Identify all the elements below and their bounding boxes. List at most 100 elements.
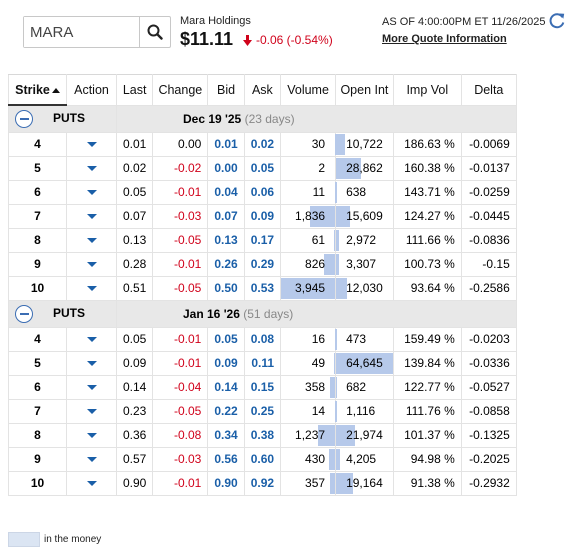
action-cell[interactable] [66, 203, 117, 229]
action-cell[interactable] [66, 179, 117, 205]
action-cell[interactable] [66, 374, 117, 400]
option-row[interactable]: 6 0.14 -0.04 0.14 0.15 358 682 122.77 % -0.0527 [8, 374, 517, 400]
column-header-change[interactable]: Change [152, 74, 209, 106]
change-cell: -0.01 [152, 326, 209, 352]
volume-cell: 30 [280, 131, 337, 157]
action-cell[interactable] [66, 470, 117, 496]
delta-cell: -0.0836 [460, 227, 517, 253]
open-int-value: 4,205 [346, 452, 377, 466]
action-dropdown-icon[interactable] [86, 286, 97, 292]
strike-cell: 8 [8, 227, 67, 253]
column-label: Strike [15, 82, 50, 97]
action-dropdown-icon[interactable] [86, 238, 97, 244]
column-header-ask[interactable]: Ask [243, 74, 282, 106]
action-dropdown-icon[interactable] [86, 457, 97, 463]
option-row[interactable]: 5 0.02 -0.02 0.00 0.05 2 28,862 160.38 % -0.0137 [8, 155, 517, 181]
volume-cell: 14 [280, 398, 337, 424]
action-dropdown-icon[interactable] [86, 214, 97, 220]
change-cell: -0.04 [152, 374, 209, 400]
action-cell[interactable] [66, 350, 117, 376]
open-int-cell: 473 [335, 326, 394, 352]
collapse-icon[interactable] [15, 109, 33, 128]
option-row[interactable]: 10 0.90 -0.01 0.90 0.92 357 19,164 91.38 % -0.29… [8, 470, 517, 496]
option-row[interactable]: 8 0.13 -0.05 0.13 0.17 61 2,972 111.66 % -0.0836 [8, 227, 517, 253]
action-cell[interactable] [66, 131, 117, 157]
last-cell: 0.36 [115, 422, 154, 448]
open-int-value: 3,307 [346, 257, 377, 271]
action-cell[interactable] [66, 251, 117, 277]
action-dropdown-icon[interactable] [86, 142, 97, 148]
action-dropdown-icon[interactable] [86, 409, 97, 415]
column-header-last[interactable]: Last [115, 74, 154, 106]
ask-cell: 0.17 [243, 227, 282, 253]
imp-vol-cell: 101.37 % [392, 422, 462, 448]
volume-value: 1,836 [295, 209, 326, 223]
option-row[interactable]: 6 0.05 -0.01 0.04 0.06 11 638 143.71 % -0.0259 [8, 179, 517, 205]
option-row[interactable]: 8 0.36 -0.08 0.34 0.38 1,237 21,974 101.37 % -0.… [8, 422, 517, 448]
action-dropdown-icon[interactable] [86, 262, 97, 268]
option-row[interactable]: 4 0.01 0.00 0.01 0.02 30 10,722 186.63 % -0.0069 [8, 131, 517, 157]
option-row[interactable]: 4 0.05 -0.01 0.05 0.08 16 473 159.49 % -0.0203 [8, 326, 517, 352]
column-header-open-int[interactable]: Open Int [335, 74, 394, 106]
open-int-value: 10,722 [346, 137, 383, 151]
delta-cell: -0.15 [460, 251, 517, 277]
delta-cell: -0.2932 [460, 470, 517, 496]
search-button[interactable] [140, 17, 170, 47]
action-dropdown-icon[interactable] [86, 190, 97, 196]
column-header-action[interactable]: Action [66, 74, 117, 106]
action-cell[interactable] [66, 275, 117, 301]
open-int-value: 28,862 [346, 161, 383, 175]
option-row[interactable]: 7 0.23 -0.05 0.22 0.25 14 1,116 111.76 % -0.0858 [8, 398, 517, 424]
action-cell[interactable] [66, 446, 117, 472]
action-dropdown-icon[interactable] [86, 166, 97, 172]
action-cell[interactable] [66, 326, 117, 352]
action-dropdown-icon[interactable] [86, 481, 97, 487]
column-header-imp-vol[interactable]: Imp Vol [392, 74, 462, 106]
collapse-icon[interactable] [15, 304, 33, 323]
volume-cell: 1,237 [280, 422, 337, 448]
strike-cell: 10 [8, 275, 67, 301]
option-row[interactable]: 5 0.09 -0.01 0.09 0.11 49 64,645 139.84 % -0.033… [8, 350, 517, 376]
option-row[interactable]: 9 0.28 -0.01 0.26 0.29 826 3,307 100.73 % -0.15 [8, 251, 517, 277]
bid-cell: 0.01 [207, 131, 245, 157]
last-price: $11.11 [180, 29, 234, 49]
option-row[interactable]: 10 0.51 -0.05 0.50 0.53 3,945 12,030 93.64 % -0.… [8, 275, 517, 301]
volume-bar [329, 448, 336, 470]
last-cell: 0.23 [115, 398, 154, 424]
column-header-delta[interactable]: Delta [460, 74, 517, 106]
action-cell[interactable] [66, 398, 117, 424]
action-cell[interactable] [66, 422, 117, 448]
action-dropdown-icon[interactable] [86, 385, 97, 391]
open-int-cell: 4,205 [335, 446, 394, 472]
volume-cell: 430 [280, 446, 337, 472]
last-cell: 0.28 [115, 251, 154, 277]
action-dropdown-icon[interactable] [86, 337, 97, 343]
refresh-icon[interactable] [548, 12, 566, 30]
option-type-label: PUTS [53, 305, 86, 320]
column-header-volume[interactable]: Volume [280, 74, 337, 106]
days-to-expiry: (51 days) [243, 306, 294, 321]
more-quote-link[interactable]: More Quote Information [382, 33, 507, 45]
action-dropdown-icon[interactable] [86, 361, 97, 367]
price-change: -0.06 (-0.54%) [243, 33, 333, 47]
option-row[interactable]: 9 0.57 -0.03 0.56 0.60 430 4,205 94.98 % -0.2025 [8, 446, 517, 472]
change-cell: 0.00 [152, 131, 209, 157]
symbol-input[interactable] [24, 17, 140, 47]
ask-cell: 0.60 [243, 446, 282, 472]
option-row[interactable]: 7 0.07 -0.03 0.07 0.09 1,836 15,609 124.27 % -0.… [8, 203, 517, 229]
action-cell[interactable] [66, 227, 117, 253]
column-header-strike[interactable]: Strike [8, 74, 67, 106]
delta-cell: -0.0137 [460, 155, 517, 181]
expiry-cell: Jan 16 '26 (51 days) [116, 299, 517, 328]
delta-cell: -0.0069 [460, 131, 517, 157]
action-cell[interactable] [66, 155, 117, 181]
option-type-label: PUTS [53, 110, 86, 125]
action-dropdown-icon[interactable] [86, 433, 97, 439]
imp-vol-cell: 139.84 % [392, 350, 462, 376]
column-header-bid[interactable]: Bid [207, 74, 245, 106]
volume-cell: 1,836 [280, 203, 337, 229]
open-int-value: 19,164 [346, 476, 383, 490]
open-int-bar [336, 181, 337, 203]
volume-value: 49 [311, 356, 326, 370]
volume-value: 1,237 [295, 428, 326, 442]
